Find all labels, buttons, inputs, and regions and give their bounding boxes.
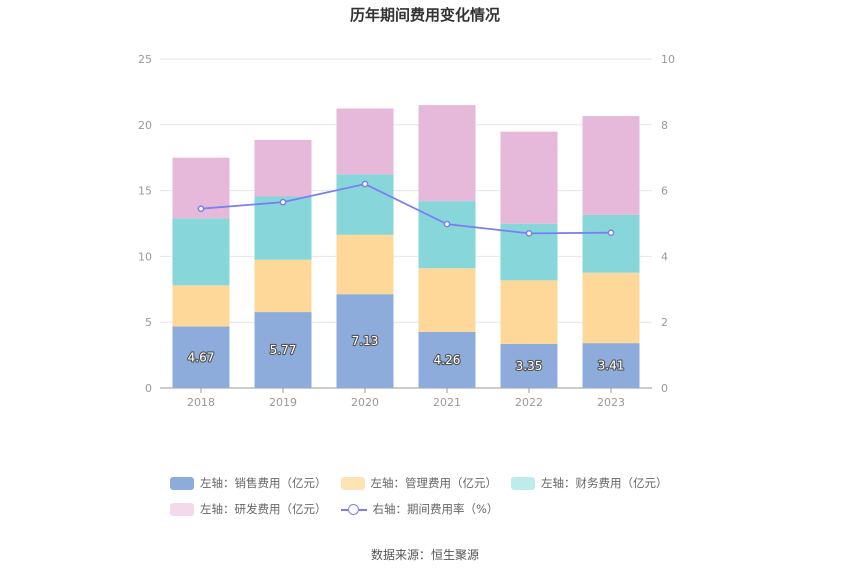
legend-label-expense-rate: 右轴：期间费用率（%） (372, 502, 499, 516)
point-expense-rate-2023 (607, 229, 615, 237)
bar-admin-2018 (172, 285, 230, 327)
data-source-note: 数据来源：恒生聚源 (370, 548, 479, 562)
point-expense-rate-2018 (197, 205, 205, 213)
right-axis-tick-label-10: 10 (661, 53, 675, 66)
chart-title: 历年期间费用变化情况 (349, 6, 500, 24)
legend-swatch-sales (170, 476, 194, 490)
data-label-sales-2021: 4.26 (434, 353, 461, 367)
bar-finance-2023 (582, 214, 640, 273)
bar-sales-2020 (336, 294, 394, 388)
bar-admin-2022 (500, 280, 558, 344)
right-axis-tick-label-2: 2 (661, 316, 668, 329)
bar-sales-2019 (254, 312, 312, 388)
point-expense-rate-2019 (279, 198, 287, 206)
right-axis-tick-label-4: 4 (661, 250, 668, 263)
legend-swatch-finance (511, 476, 535, 490)
legend-item-expense-rate[interactable]: 右轴：期间费用率（%） (340, 501, 499, 517)
data-label-sales-2023: 3.41 (598, 359, 625, 373)
x-axis-tick-label-2021: 2021 (433, 396, 461, 409)
x-axis-tick-label-2018: 2018 (187, 396, 215, 409)
legend-label-rnd: 左轴：研发费用（亿元） (200, 502, 327, 516)
x-axis-tick-label-2020: 2020 (351, 396, 379, 409)
left-axis-tick-label-15: 15 (138, 185, 152, 198)
left-axis-tick-label-0: 0 (145, 382, 152, 395)
legend-item-rnd[interactable]: 左轴：研发费用（亿元） (170, 501, 327, 517)
bar-rnd-2020 (336, 108, 394, 175)
bar-sales-2018 (172, 326, 230, 388)
bar-admin-2023 (582, 272, 640, 344)
left-axis-tick-label-20: 20 (138, 119, 152, 132)
legend-swatch-expense-rate (340, 503, 367, 516)
data-label-sales-2022: 3.35 (516, 359, 543, 373)
left-axis-tick-label-5: 5 (145, 316, 152, 329)
point-expense-rate-2020 (361, 180, 369, 188)
bar-rnd-2019 (254, 139, 312, 197)
left-axis-tick-label-10: 10 (138, 250, 152, 263)
x-axis-tick-label-2022: 2022 (515, 396, 543, 409)
x-axis-tick-label-2019: 2019 (269, 396, 297, 409)
bar-rnd-2021 (418, 105, 476, 202)
bar-finance-2018 (172, 218, 230, 286)
point-expense-rate-2022 (525, 230, 533, 237)
chart-legend: 左轴：销售费用（亿元） 左轴：管理费用（亿元） 左轴：财务费用（亿元） 左轴：研… (170, 472, 690, 524)
bar-admin-2020 (336, 234, 394, 295)
right-axis-tick-label-6: 6 (661, 185, 668, 198)
legend-item-finance[interactable]: 左轴：财务费用（亿元） (511, 475, 668, 491)
legend-item-sales[interactable]: 左轴：销售费用（亿元） (170, 475, 327, 491)
legend-label-admin: 左轴：管理费用（亿元） (370, 476, 498, 490)
bar-rnd-2023 (582, 116, 640, 215)
bar-finance-2021 (418, 201, 476, 269)
chart-plot-area: 0 5 10 15 20 25 0 2 4 6 8 10 2018 2019 2020 2021 2022 202… (138, 53, 675, 409)
right-axis-tick-label-0: 0 (661, 382, 668, 395)
bar-sales-2021 (418, 331, 476, 388)
bar-sales-2023 (582, 343, 640, 388)
left-axis-tick-label-25: 25 (138, 53, 152, 66)
data-label-sales-2018: 4.67 (188, 350, 215, 364)
bar-sales-2022 (500, 343, 558, 388)
x-axis-tick-label-2023: 2023 (597, 396, 625, 409)
line-expense-rate (200, 183, 612, 235)
point-expense-rate-2021 (443, 220, 451, 228)
legend-swatch-rnd (170, 502, 194, 516)
right-axis-tick-label-8: 8 (661, 119, 668, 132)
bar-admin-2019 (254, 259, 312, 313)
data-label-sales-2019: 5.77 (270, 343, 297, 357)
legend-swatch-admin (340, 476, 365, 490)
data-label-sales-2020: 7.13 (352, 334, 379, 348)
bar-admin-2021 (418, 268, 476, 332)
bar-rnd-2022 (500, 131, 558, 224)
legend-label-sales: 左轴：销售费用（亿元） (200, 476, 327, 490)
legend-item-admin[interactable]: 左轴：管理费用（亿元） (340, 475, 498, 491)
bar-finance-2019 (254, 196, 312, 260)
legend-label-finance: 左轴：财务费用（亿元） (541, 476, 668, 490)
